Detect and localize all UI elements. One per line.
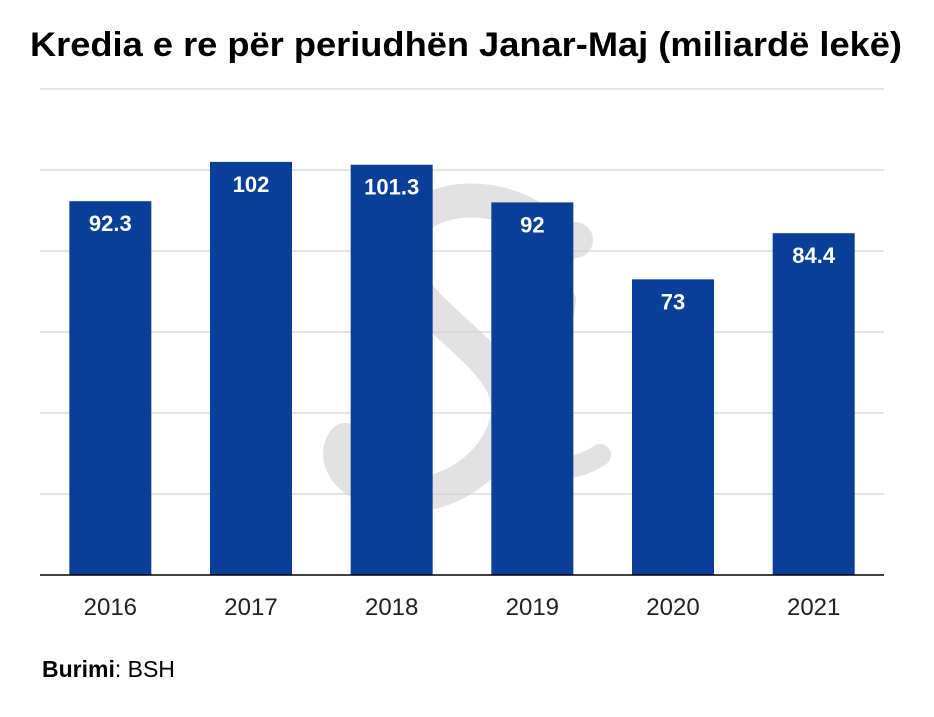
x-tick-label: 2017 [224, 594, 277, 621]
bar-2021 [772, 233, 855, 575]
x-tick-label: 2018 [365, 594, 418, 621]
chart-title: Kredia e re për periudhën Janar-Maj (mil… [30, 26, 902, 64]
bar-2016 [69, 201, 152, 575]
x-tick-labels: 2016 2017 2018 2019 2020 2021 [84, 594, 841, 621]
source-note: Burimi: BSH [42, 656, 175, 682]
data-label: 84.4 [792, 243, 836, 268]
bar-2018 [350, 164, 433, 576]
source-value: BSH [128, 656, 175, 682]
gridlines [40, 88, 884, 495]
data-label: 102 [233, 172, 270, 197]
data-label: 92.3 [89, 211, 132, 236]
bar-2019 [491, 202, 574, 575]
x-tick-label: 2019 [506, 594, 559, 621]
x-tick-label: 2016 [84, 594, 137, 621]
bar-2017 [210, 161, 292, 575]
source-label: Burimi [42, 656, 115, 682]
data-label: 92 [520, 212, 544, 237]
data-label: 73 [661, 289, 685, 314]
x-tick-label: 2020 [646, 594, 699, 621]
bar-2020 [632, 279, 714, 575]
bars: 92.3 102 101.3 92 73 84.4 [69, 161, 855, 576]
x-tick-label: 2021 [787, 594, 840, 621]
source-separator: : [115, 656, 128, 682]
data-label: 101.3 [364, 175, 419, 200]
